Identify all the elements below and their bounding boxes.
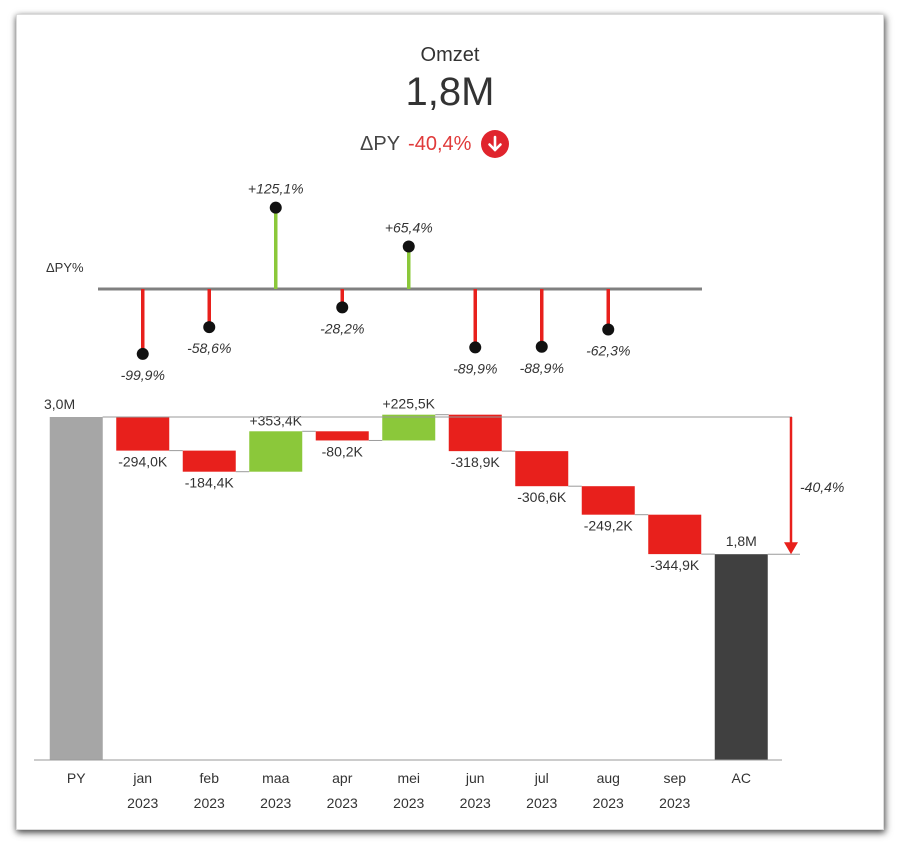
x-tick-label-year: 2023 <box>593 795 624 811</box>
waterfall-bar-py <box>49 417 103 760</box>
lollipop-data-label: -58,6% <box>187 340 231 356</box>
x-tick-label-year: 2023 <box>260 795 291 811</box>
x-tick-label: feb <box>200 770 220 786</box>
lollipop-data-label: -99,9% <box>121 367 165 383</box>
x-tick-label: jul <box>534 770 549 786</box>
kpi-delta: ΔPY -40,4% <box>360 130 510 158</box>
lollipop-dot <box>602 323 615 336</box>
total-delta-label: -40,4% <box>800 479 844 495</box>
lollipop-data-label: -89,9% <box>453 360 497 376</box>
x-tick-label: PY <box>67 770 86 786</box>
lollipop-data-label: -28,2% <box>320 320 364 336</box>
lollipop-dot <box>402 240 415 253</box>
waterfall-bar-step <box>648 514 702 555</box>
lollipop-data-label: -62,3% <box>586 342 630 358</box>
total-delta-arrow-head <box>784 542 798 555</box>
x-tick-label: mei <box>397 770 420 786</box>
waterfall-bar-step <box>182 450 236 472</box>
waterfall-label-ac: 1,8M <box>726 533 757 549</box>
lollipop-dot <box>535 340 548 353</box>
kpi-delta-label: ΔPY <box>360 132 401 155</box>
lollipop-dot <box>136 347 149 360</box>
lollipop-dot <box>336 301 349 314</box>
waterfall-step-label: -294,0K <box>118 454 168 470</box>
waterfall-bar-step <box>249 431 303 472</box>
waterfall-step-label: -80,2K <box>322 443 364 459</box>
x-tick-label-year: 2023 <box>127 795 158 811</box>
x-tick-label: AC <box>732 770 751 786</box>
waterfall-bar-step <box>116 417 170 451</box>
kpi-title: Omzet <box>420 44 480 66</box>
waterfall-step-label: -184,4K <box>185 475 235 491</box>
x-tick-label: maa <box>262 770 289 786</box>
x-tick-label-year: 2023 <box>393 795 424 811</box>
x-tick-label-year: 2023 <box>526 795 557 811</box>
lollipop-dot <box>469 341 482 354</box>
x-tick-label-year: 2023 <box>460 795 491 811</box>
x-tick-label: jan <box>132 770 152 786</box>
kpi-delta-value: -40,4% <box>408 132 472 155</box>
lollipop-axis-label: ΔPY% <box>46 260 84 275</box>
waterfall-bar-step <box>515 451 569 487</box>
waterfall-step-label: -344,9K <box>650 557 700 573</box>
x-tick-label: aug <box>597 770 620 786</box>
waterfall-step-label: -318,9K <box>451 454 501 470</box>
lollipop-dot <box>203 321 216 334</box>
lollipop-data-label: +125,1% <box>248 181 304 197</box>
waterfall-step-label: +225,5K <box>382 396 435 412</box>
lollipop-data-label: -88,9% <box>520 360 564 376</box>
waterfall-bar-step <box>581 486 635 515</box>
lollipop-data-label: +65,4% <box>385 219 433 235</box>
x-tick-label: sep <box>663 770 686 786</box>
x-tick-label: jun <box>465 770 485 786</box>
x-tick-label-year: 2023 <box>659 795 690 811</box>
lollipop-dot <box>269 201 282 214</box>
kpi-value: 1,8M <box>405 70 495 114</box>
x-tick-label-year: 2023 <box>327 795 358 811</box>
x-tick-label-year: 2023 <box>194 795 225 811</box>
waterfall-step-label: -249,2K <box>584 518 634 534</box>
waterfall-step-label: +353,4K <box>249 412 302 428</box>
waterfall-bar-step <box>382 414 436 441</box>
waterfall-bar-step <box>315 431 369 441</box>
arrow-down-circle-icon <box>481 130 510 158</box>
waterfall-step-label: -306,6K <box>517 489 567 505</box>
x-tick-label: apr <box>332 770 353 786</box>
waterfall-bar-step <box>448 414 502 452</box>
waterfall-label-py: 3,0M <box>44 396 75 412</box>
waterfall-bar-ac <box>714 554 768 760</box>
